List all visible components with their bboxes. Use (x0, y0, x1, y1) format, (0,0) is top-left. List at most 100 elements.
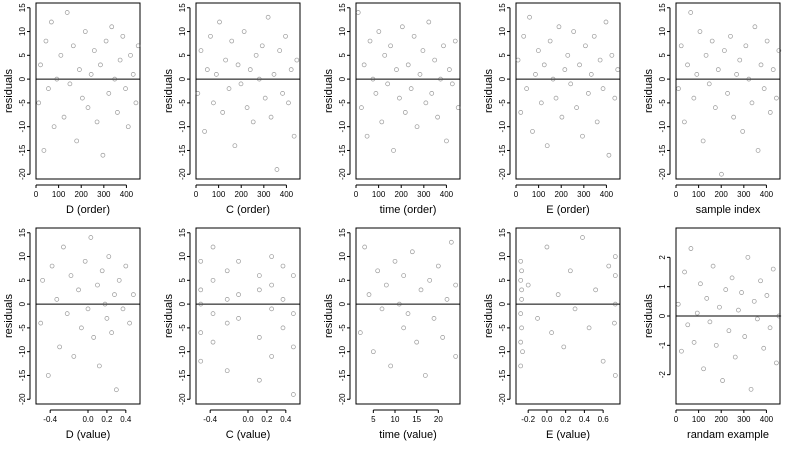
data-point (740, 129, 746, 134)
data-point (726, 328, 732, 334)
y-tick-label: -20 (338, 168, 347, 180)
data-point (544, 143, 550, 149)
data-point (235, 62, 241, 68)
data-point (615, 67, 621, 72)
data-point (715, 67, 721, 72)
data-point (420, 48, 426, 53)
x-tick-label: 20 (434, 415, 443, 424)
y-tick-label: 0 (18, 76, 27, 81)
data-point (232, 143, 238, 149)
data-point (547, 38, 553, 44)
data-point (269, 354, 274, 359)
data-point (224, 297, 230, 302)
plot-frame (35, 2, 141, 180)
y-tick-label: 5 (658, 53, 667, 58)
data-point (574, 105, 579, 110)
data-point (291, 273, 296, 278)
data-point (752, 24, 758, 30)
data-point (269, 282, 274, 288)
data-point (427, 277, 433, 283)
data-point (85, 105, 91, 110)
data-point (685, 62, 690, 68)
y-tick-label: 10 (498, 252, 507, 261)
x-tick-label: 100 (212, 190, 226, 199)
y-tick-label: -20 (18, 393, 27, 405)
y-tick-label: 0 (498, 76, 507, 81)
data-point (397, 95, 402, 101)
plot-frame (515, 227, 621, 405)
data-point (728, 33, 733, 39)
data-point (448, 239, 454, 245)
data-point (286, 100, 291, 106)
data-point (210, 277, 216, 283)
data-point (600, 358, 606, 364)
x-tick-label: 0 (354, 190, 359, 199)
data-point (64, 10, 70, 15)
data-point (521, 33, 527, 39)
data-point (280, 263, 286, 269)
data-point (586, 325, 592, 331)
data-point (585, 91, 591, 96)
y-tick-label: 10 (178, 252, 187, 261)
x-tick-label: -0.2 (521, 415, 535, 424)
data-point (679, 348, 684, 354)
y-tick-label: 10 (178, 27, 187, 36)
data-point (518, 311, 524, 316)
data-point (291, 311, 296, 316)
data-point (536, 48, 541, 53)
panel-5: -20 -15 -10 -5 0 5 10 15 0 100 200 300 400 sample ind… (643, 2, 782, 216)
data-point (109, 24, 115, 30)
y-tick-label: 0 (338, 76, 347, 81)
y-tick-label: -10 (178, 345, 187, 357)
x-tick-label: 0 (674, 190, 679, 199)
data-point (82, 258, 88, 264)
y-axis-title: residuals (643, 293, 655, 338)
y-tick-label: 5 (498, 278, 507, 283)
data-point (226, 86, 232, 91)
data-point (45, 373, 51, 378)
data-point (519, 325, 524, 331)
x-axis-title: C (value) (226, 429, 271, 441)
x-axis-title: E (order) (546, 204, 589, 216)
y-tick-label: 15 (498, 3, 507, 12)
data-point (399, 24, 405, 30)
data-point (776, 48, 782, 53)
data-point (418, 287, 424, 293)
data-point (224, 368, 230, 374)
data-point (288, 67, 294, 72)
data-point (698, 281, 703, 287)
data-point (36, 100, 42, 106)
x-tick-label: 200 (395, 190, 409, 199)
data-point (391, 148, 396, 153)
data-point (758, 62, 764, 68)
data-point (271, 72, 277, 77)
x-axis-title: time (order) (380, 204, 437, 216)
x-tick-label: 400 (440, 190, 454, 199)
data-point (729, 275, 735, 281)
data-point (758, 278, 763, 284)
data-point (198, 287, 204, 293)
data-point (112, 76, 118, 82)
data-point (431, 316, 437, 321)
data-point (79, 95, 85, 101)
data-point (210, 339, 216, 345)
y-tick-label: -10 (338, 345, 347, 357)
data-point (734, 72, 739, 77)
data-point (524, 86, 529, 91)
data-point (123, 86, 128, 91)
data-point (357, 330, 363, 335)
data-point (236, 316, 241, 321)
data-point (366, 292, 372, 297)
y-tick-label: 0 (178, 301, 187, 306)
y-tick-label: -15 (498, 144, 507, 156)
data-point (103, 38, 109, 44)
data-point (755, 316, 760, 322)
data-point (525, 282, 531, 288)
y-tick-label: -15 (338, 369, 347, 381)
x-axis-title: time (value) (379, 429, 436, 441)
data-point (720, 378, 725, 383)
data-point (291, 392, 296, 397)
data-point (54, 297, 60, 302)
data-point (691, 340, 697, 345)
